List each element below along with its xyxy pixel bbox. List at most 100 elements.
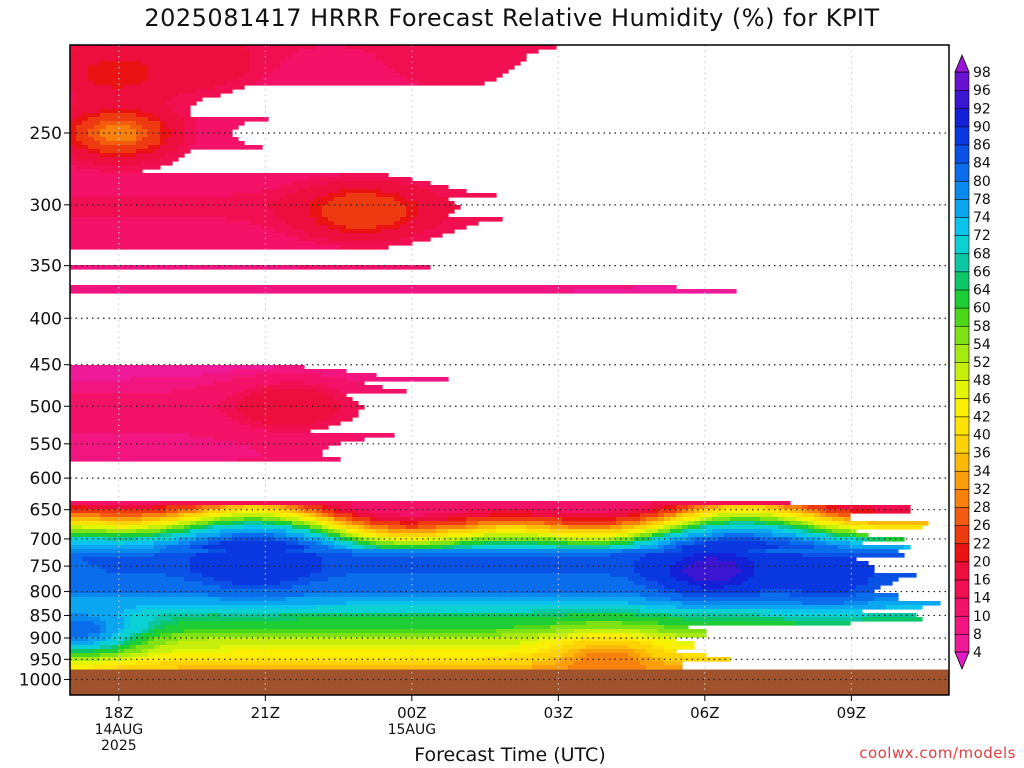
- colorbar-label: 22: [973, 536, 991, 552]
- y-tick-label: 300: [30, 196, 62, 216]
- colorbar-over-arrow: [954, 53, 970, 73]
- x-tick-label: 06Z: [690, 704, 719, 722]
- ground-fill: [70, 669, 949, 695]
- colorbar-label: 96: [973, 83, 991, 99]
- colorbar-label: 32: [973, 482, 991, 498]
- colorbar-label: 26: [973, 518, 991, 534]
- x-tick-label: 21Z: [251, 704, 280, 722]
- colorbar-label: 86: [973, 138, 991, 154]
- y-tick-label: 350: [30, 257, 62, 277]
- y-tick-label: 400: [30, 309, 62, 329]
- y-tick-label: 1000: [19, 671, 62, 691]
- y-tick-label: 750: [30, 557, 62, 577]
- colorbar-label: 74: [973, 210, 991, 226]
- colorbar-label: 68: [973, 246, 991, 262]
- x-tick-sublabel: 2025: [101, 738, 137, 754]
- colorbar-bin: [954, 416, 970, 436]
- colorbar-label: 46: [973, 391, 991, 407]
- x-tick-label: 00Z: [397, 704, 426, 722]
- colorbar-label: 42: [973, 409, 991, 425]
- colorbar-bin: [954, 307, 970, 327]
- colorbar-bin: [954, 180, 970, 200]
- colorbar: 4810141620222628323436404246485254586064…: [954, 53, 991, 671]
- colorbar-label: 54: [973, 337, 991, 353]
- colorbar-label: 20: [973, 554, 991, 570]
- colorbar-label: 80: [973, 174, 991, 190]
- colorbar-bin: [954, 597, 970, 617]
- colorbar-bin: [954, 579, 970, 599]
- colorbar-bin: [954, 126, 970, 146]
- colorbar-label: 14: [973, 591, 991, 607]
- colorbar-bin: [954, 542, 970, 563]
- colorbar-bin: [954, 561, 970, 581]
- plot-frame: [69, 44, 950, 696]
- colorbar-bin: [954, 107, 970, 128]
- colorbar-label: 90: [973, 119, 991, 135]
- colorbar-bin: [954, 524, 970, 545]
- colorbar-label: 10: [973, 609, 991, 625]
- y-tick-label: 550: [30, 435, 62, 455]
- colorbar-label: 58: [973, 319, 991, 335]
- colorbar-bin: [954, 633, 970, 653]
- colorbar-bin: [954, 343, 970, 363]
- x-tick-label: 03Z: [544, 704, 573, 722]
- colorbar-bin: [954, 452, 970, 472]
- colorbar-bin: [954, 144, 970, 164]
- y-tick-label: 950: [30, 650, 62, 670]
- colorbar-label: 34: [973, 464, 991, 480]
- y-tick-label: 250: [30, 124, 62, 144]
- colorbar-bin: [954, 470, 970, 490]
- colorbar-bin: [954, 289, 970, 309]
- colorbar-label: 64: [973, 283, 991, 299]
- chart-title: 2025081417 HRRR Forecast Relative Humidi…: [144, 4, 880, 32]
- colorbar-label: 60: [973, 301, 991, 317]
- colorbar-bin: [954, 379, 970, 400]
- colorbar-label: 36: [973, 446, 991, 462]
- colorbar-bin: [954, 488, 970, 508]
- colorbar-label: 40: [973, 428, 991, 444]
- grid-lines: [70, 45, 949, 695]
- colorbar-label: 4: [973, 645, 982, 661]
- credit-text: coolwx.com/models: [859, 744, 1016, 762]
- colorbar-bin: [954, 397, 970, 418]
- colorbar-label: 84: [973, 156, 991, 172]
- y-tick-label: 850: [30, 606, 62, 626]
- colorbar-label: 28: [973, 500, 991, 516]
- colorbar-label: 16: [973, 573, 991, 589]
- colorbar-label: 78: [973, 192, 991, 208]
- y-tick-label: 650: [30, 501, 62, 521]
- colorbar-bin: [954, 361, 970, 381]
- colorbar-bin: [954, 89, 970, 110]
- colorbar-bin: [954, 234, 970, 255]
- y-tick-label: 700: [30, 530, 62, 550]
- colorbar-label: 92: [973, 101, 991, 117]
- x-tick-label: 18Z: [104, 704, 133, 722]
- x-tick-sublabel: 15AUG: [388, 722, 437, 738]
- colorbar-bin: [954, 71, 970, 91]
- y-tick-label: 900: [30, 629, 62, 649]
- colorbar-bin: [954, 198, 970, 218]
- colorbar-label: 98: [973, 65, 991, 81]
- x-axis-label: Forecast Time (UTC): [414, 744, 606, 766]
- colorbar-bin: [954, 271, 970, 291]
- colorbar-bin: [954, 615, 970, 635]
- y-tick-label: 500: [30, 397, 62, 417]
- colorbar-bin: [954, 434, 970, 454]
- colorbar-label: 8: [973, 627, 982, 643]
- colorbar-label: 66: [973, 264, 991, 280]
- x-tick-sublabel: 14AUG: [95, 722, 144, 738]
- colorbar-bin: [954, 325, 970, 345]
- colorbar-bin: [954, 216, 970, 236]
- colorbar-label: 52: [973, 355, 991, 371]
- colorbar-bin: [954, 162, 970, 182]
- colorbar-label: 48: [973, 373, 991, 389]
- colorbar-bin: [954, 506, 970, 526]
- y-tick-label: 800: [30, 583, 62, 603]
- y-tick-label: 450: [30, 356, 62, 376]
- y-tick-label: 600: [30, 469, 62, 489]
- rh-contour-fill: [70, 45, 941, 670]
- colorbar-under-arrow: [954, 651, 970, 671]
- x-tick-label: 09Z: [837, 704, 866, 722]
- colorbar-bin: [954, 252, 970, 273]
